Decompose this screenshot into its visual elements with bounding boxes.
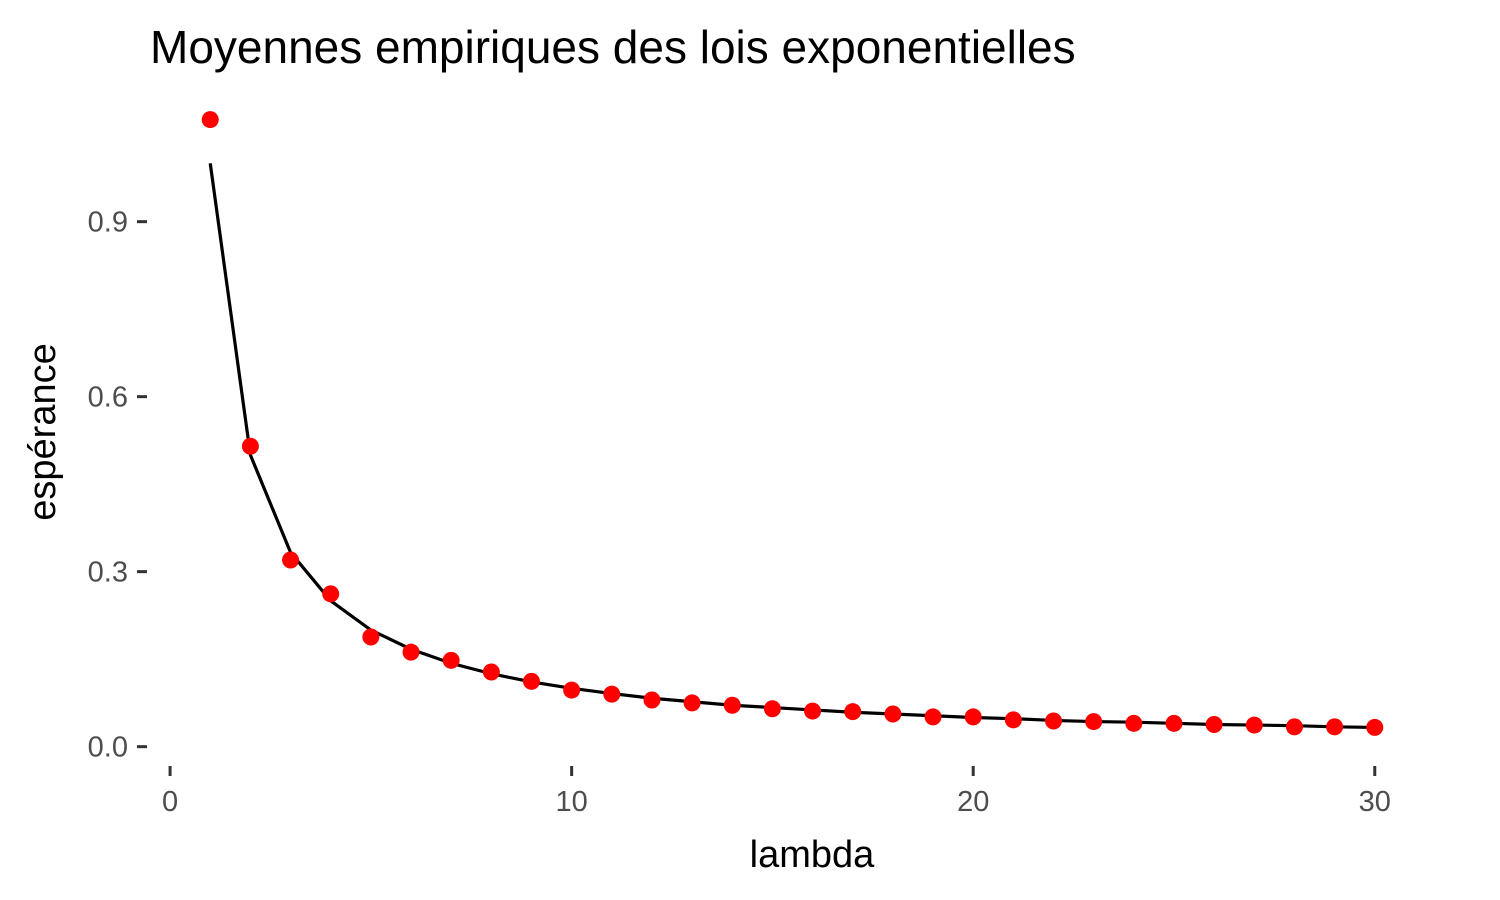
empirical-mean-point [322, 585, 340, 603]
y-axis-title: espérance [22, 343, 64, 520]
x-axis: 0 10 20 30 [162, 766, 1391, 818]
theoretical-mean-line [208, 163, 1375, 730]
y-tick-label: 0.3 [88, 557, 128, 589]
plot-area [201, 111, 1384, 736]
empirical-mean-point [1125, 714, 1143, 732]
empirical-mean-point [522, 672, 540, 690]
empirical-mean-point [643, 691, 661, 709]
empirical-mean-point [1085, 713, 1103, 731]
empirical-mean-point [884, 705, 902, 723]
empirical-mean-point [1004, 711, 1022, 729]
empirical-mean-point [442, 651, 460, 669]
chart-title: Moyennes empiriques des lois exponentiel… [150, 21, 1076, 73]
empirical-mean-point [1165, 714, 1183, 732]
empirical-mean-point [804, 702, 822, 720]
empirical-mean-point [282, 551, 300, 569]
y-tick-label: 0.9 [88, 207, 128, 239]
empirical-mean-point [683, 694, 701, 712]
y-tick-label: 0.0 [88, 732, 128, 764]
empirical-mean-point [723, 696, 741, 714]
empirical-mean-point [563, 681, 581, 699]
empirical-mean-point [1366, 718, 1384, 736]
empirical-mean-point [241, 437, 259, 455]
empirical-mean-point [482, 663, 500, 681]
empirical-mean-point [362, 628, 380, 646]
x-axis-title: lambda [750, 834, 875, 876]
empirical-mean-point [1205, 716, 1223, 733]
empirical-mean-point [1326, 718, 1344, 736]
empirical-mean-point [763, 700, 781, 718]
empirical-mean-point [1245, 716, 1263, 734]
x-tick-label: 10 [556, 786, 588, 818]
empirical-mean-point [964, 708, 982, 726]
empirical-mean-point [201, 111, 219, 129]
empirical-mean-point [1285, 718, 1303, 736]
empirical-mean-point [1045, 712, 1063, 730]
x-tick-label: 20 [957, 786, 989, 818]
x-tick-label: 30 [1359, 786, 1391, 818]
empirical-mean-point [603, 685, 621, 703]
empirical-mean-point [924, 708, 942, 726]
empirical-mean-point [844, 703, 862, 721]
y-axis: 0.0 0.3 0.6 0.9 [88, 207, 147, 764]
empirical-mean-point [402, 643, 420, 661]
x-tick-label: 0 [162, 786, 178, 818]
y-tick-label: 0.6 [88, 382, 128, 414]
